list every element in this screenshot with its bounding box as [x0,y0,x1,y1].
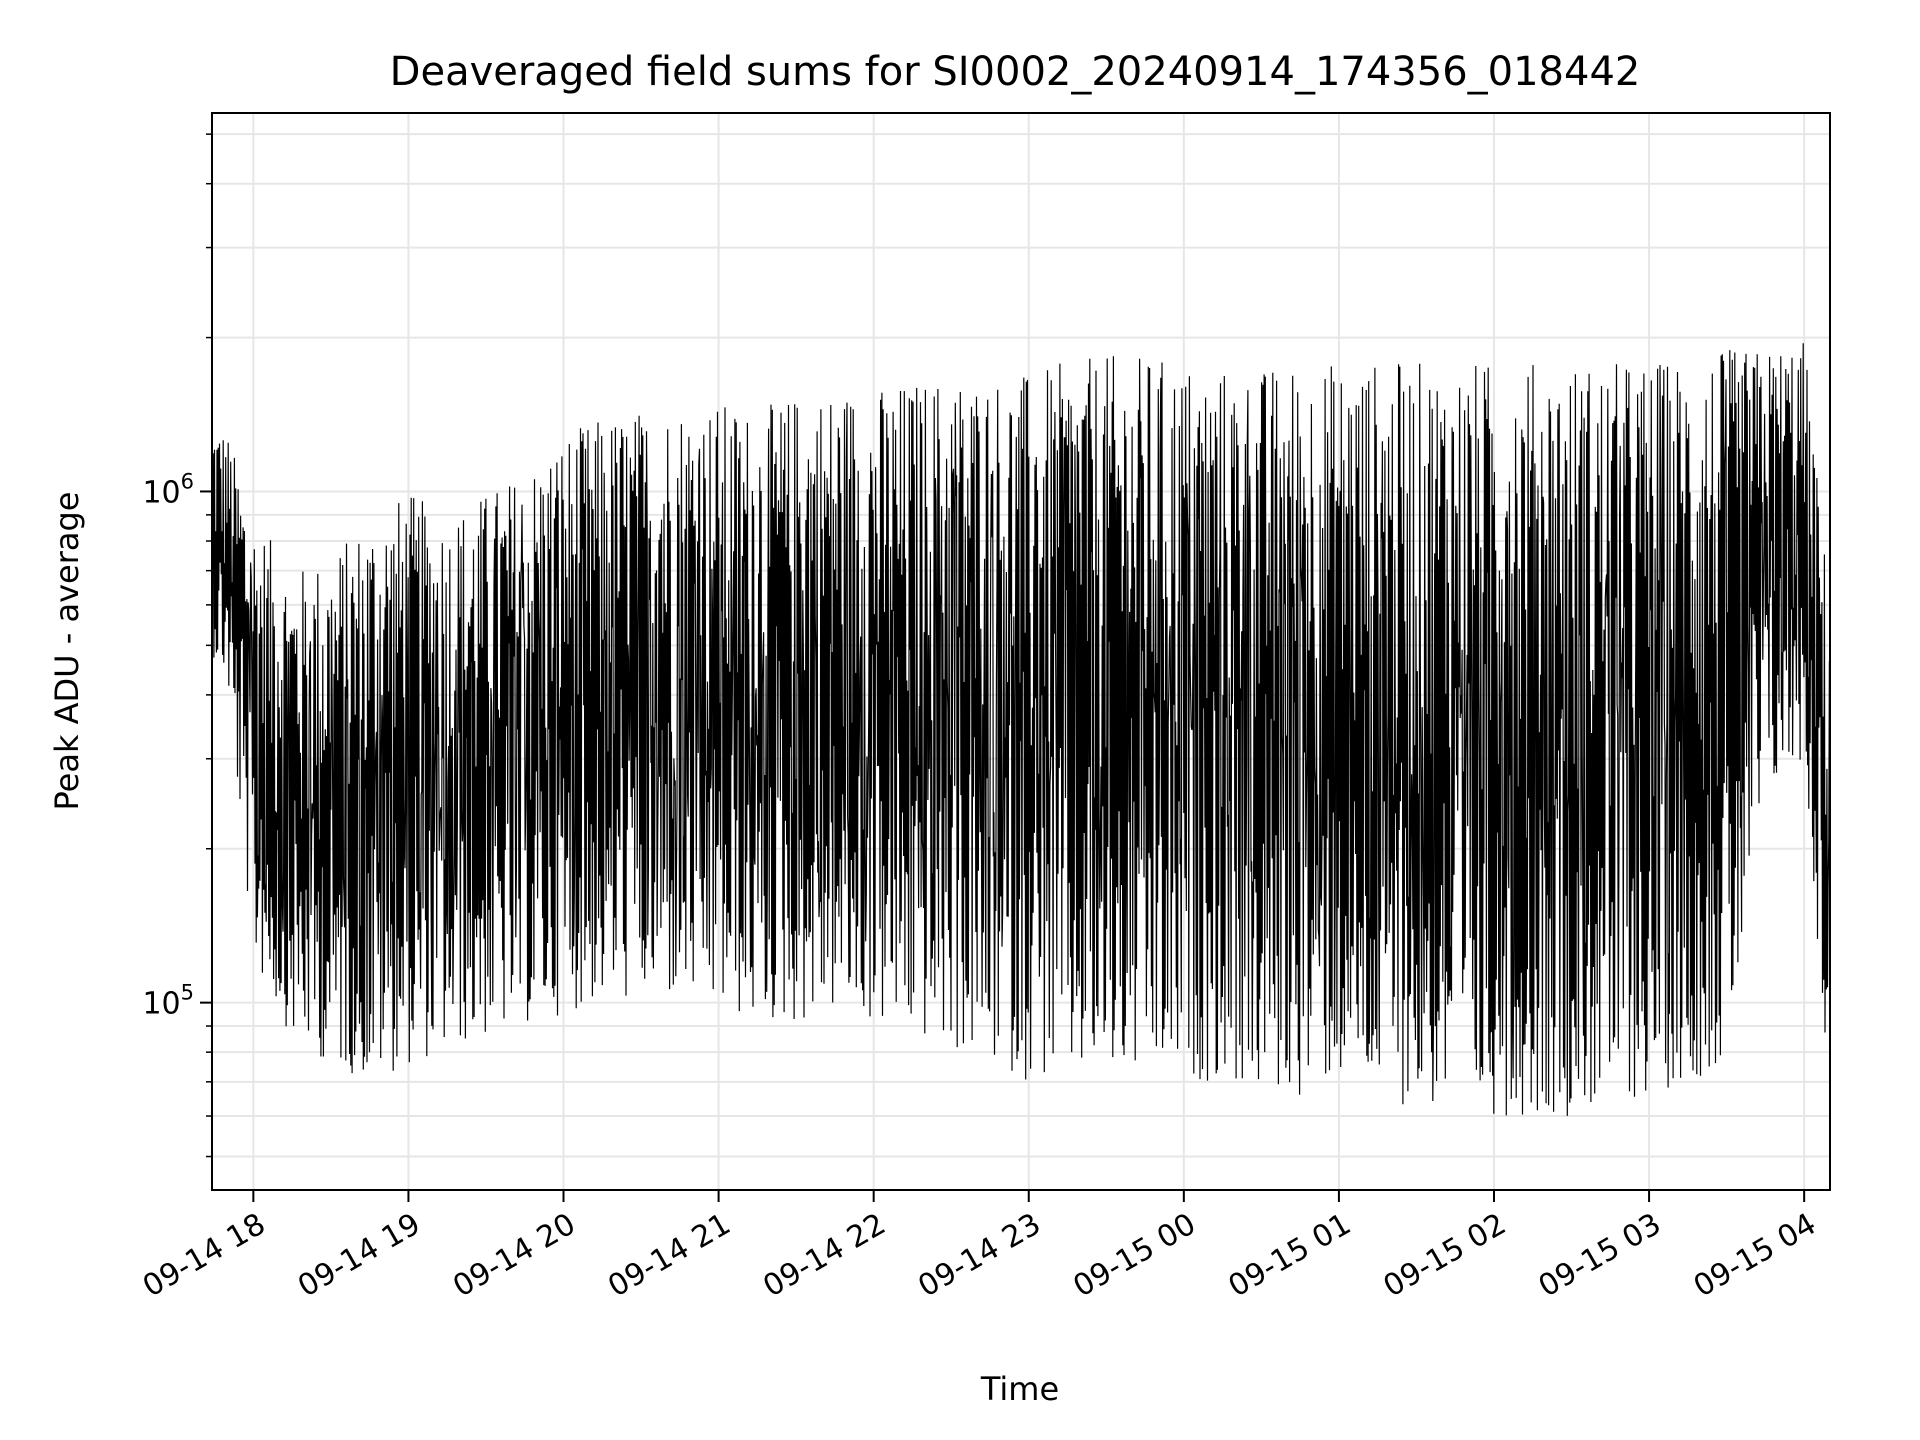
data-layer [211,343,1831,1116]
plot-frame [211,112,1831,1191]
y-axis: 105 106 [142,133,212,1158]
chart-title: Deaveraged field sums for SI0002_2024091… [390,49,1641,95]
y-tick-label: 106 [142,469,194,510]
y-axis-label: Peak ADU - average [48,492,86,811]
x-axis-label: Time [980,1370,1059,1408]
y-tick-label: 105 [142,981,194,1022]
data-series-line [211,343,1831,1116]
